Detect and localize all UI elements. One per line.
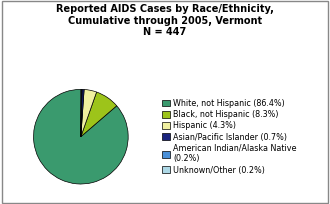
Wedge shape xyxy=(81,89,84,137)
Text: Reported AIDS Cases by Race/Ethnicity,
Cumulative through 2005, Vermont
N = 447: Reported AIDS Cases by Race/Ethnicity, C… xyxy=(56,4,274,37)
Wedge shape xyxy=(81,89,82,137)
Legend: White, not Hispanic (86.4%), Black, not Hispanic (8.3%), Hispanic (4.3%), Asian/: White, not Hispanic (86.4%), Black, not … xyxy=(162,99,296,174)
Wedge shape xyxy=(81,90,97,137)
Wedge shape xyxy=(81,92,117,137)
Wedge shape xyxy=(34,89,128,184)
Wedge shape xyxy=(81,89,82,137)
